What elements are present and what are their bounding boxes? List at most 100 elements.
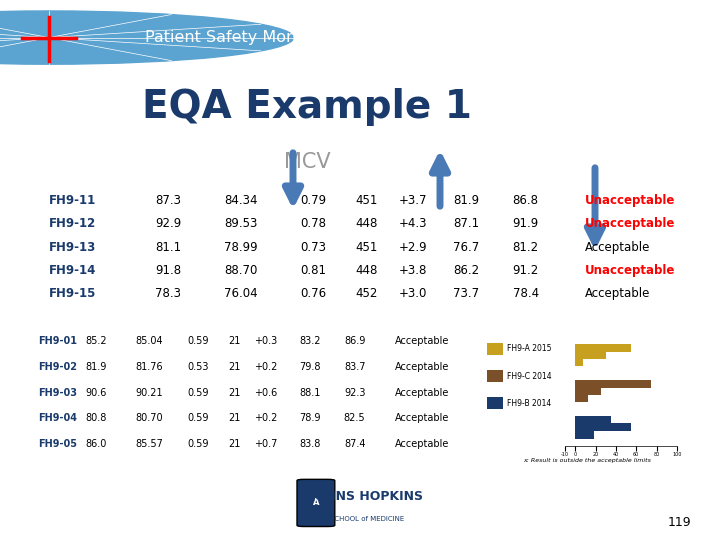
Text: Acceptable: Acceptable	[395, 336, 449, 346]
Text: 91.9: 91.9	[513, 217, 539, 230]
FancyBboxPatch shape	[297, 480, 335, 526]
Text: 81.1: 81.1	[155, 240, 181, 254]
Text: FH9-04: FH9-04	[37, 414, 77, 423]
Text: 0.79: 0.79	[300, 194, 327, 207]
Text: FH9-14: FH9-14	[49, 264, 96, 277]
Text: 119: 119	[667, 516, 691, 529]
Text: FH9-01: FH9-01	[37, 336, 77, 346]
Text: 0.59: 0.59	[188, 439, 210, 449]
Text: 92.9: 92.9	[155, 217, 181, 230]
Text: 83.8: 83.8	[300, 439, 320, 449]
Text: 90.21: 90.21	[135, 388, 163, 397]
Bar	[575, 387, 600, 395]
Bar	[487, 397, 503, 409]
Text: 79.8: 79.8	[300, 362, 321, 372]
Text: 84.34: 84.34	[224, 194, 258, 207]
Text: 452: 452	[356, 287, 378, 300]
Text: Acceptable: Acceptable	[585, 287, 651, 300]
Text: 73.7: 73.7	[453, 287, 479, 300]
Text: +4.3: +4.3	[399, 217, 427, 230]
Text: +0.2: +0.2	[253, 362, 277, 372]
Text: FH9-A 2015: FH9-A 2015	[508, 345, 552, 353]
Text: 0.53: 0.53	[188, 362, 210, 372]
Text: FH9-B 2014: FH9-B 2014	[508, 399, 552, 408]
Text: 83.7: 83.7	[344, 362, 366, 372]
Text: 448: 448	[356, 264, 378, 277]
Text: 0.59: 0.59	[188, 388, 210, 397]
Bar	[575, 343, 631, 352]
Text: PSMILE: PSMILE	[36, 70, 62, 75]
Text: Acceptable: Acceptable	[395, 362, 449, 372]
Text: FH9-C 2014: FH9-C 2014	[508, 372, 552, 381]
Bar	[487, 343, 503, 355]
Text: +0.3: +0.3	[253, 336, 277, 346]
Text: 86.9: 86.9	[344, 336, 365, 346]
Text: 91.8: 91.8	[155, 264, 181, 277]
Text: 78.3: 78.3	[155, 287, 181, 300]
Text: FH9-15: FH9-15	[49, 287, 96, 300]
Text: x: Result is outside the acceptable limits: x: Result is outside the acceptable limi…	[523, 458, 651, 463]
Text: +0.6: +0.6	[253, 388, 277, 397]
Bar	[575, 430, 593, 438]
Text: A: A	[312, 498, 320, 507]
Text: 0.59: 0.59	[188, 414, 210, 423]
Text: +3.8: +3.8	[399, 264, 427, 277]
Text: FH9-02: FH9-02	[37, 362, 77, 372]
Text: 21: 21	[228, 414, 240, 423]
Text: 92.3: 92.3	[344, 388, 366, 397]
Text: +3.7: +3.7	[399, 194, 427, 207]
Text: FH9-13: FH9-13	[49, 240, 96, 254]
Text: 86.2: 86.2	[453, 264, 479, 277]
Text: Acceptable: Acceptable	[395, 388, 449, 397]
Text: 451: 451	[356, 240, 378, 254]
Text: 88.1: 88.1	[300, 388, 320, 397]
Text: 85.57: 85.57	[135, 439, 163, 449]
Text: +2.9: +2.9	[399, 240, 427, 254]
Bar	[575, 358, 583, 366]
Text: FH9-05: FH9-05	[37, 439, 77, 449]
Text: 0.76: 0.76	[300, 287, 327, 300]
Text: 0.73: 0.73	[301, 240, 327, 254]
Text: 86.8: 86.8	[513, 194, 539, 207]
Text: Unacceptable: Unacceptable	[585, 217, 675, 230]
Text: 21: 21	[228, 439, 240, 449]
Text: 78.9: 78.9	[300, 414, 321, 423]
Text: 85.2: 85.2	[85, 336, 107, 346]
Text: MCV: MCV	[284, 152, 330, 172]
Text: 91.2: 91.2	[513, 264, 539, 277]
Text: Unacceptable: Unacceptable	[585, 264, 675, 277]
Text: SCHOOL of MEDICINE: SCHOOL of MEDICINE	[330, 516, 405, 522]
Text: 85.04: 85.04	[135, 336, 163, 346]
Text: 451: 451	[356, 194, 378, 207]
Text: 82.5: 82.5	[344, 414, 366, 423]
Bar	[575, 394, 588, 402]
Text: +3.0: +3.0	[399, 287, 427, 300]
Text: 81.9: 81.9	[453, 194, 479, 207]
Text: +0.2: +0.2	[253, 414, 277, 423]
Text: FH9-12: FH9-12	[49, 217, 96, 230]
Text: +0.7: +0.7	[253, 439, 277, 449]
Text: 78.4: 78.4	[513, 287, 539, 300]
Text: Patient Safety Monitoring in International Laboratories (SMILE): Patient Safety Monitoring in Internation…	[145, 30, 647, 45]
Text: 87.1: 87.1	[453, 217, 479, 230]
Text: 86.0: 86.0	[85, 439, 107, 449]
Text: 21: 21	[228, 336, 240, 346]
Text: Unacceptable: Unacceptable	[585, 194, 675, 207]
Text: 76.04: 76.04	[224, 287, 258, 300]
Bar	[575, 416, 611, 424]
Text: 81.76: 81.76	[135, 362, 163, 372]
Text: FH9-11: FH9-11	[49, 194, 96, 207]
Text: 78.99: 78.99	[224, 240, 258, 254]
Text: 80.70: 80.70	[135, 414, 163, 423]
Text: Acceptable: Acceptable	[585, 240, 651, 254]
Text: 21: 21	[228, 388, 240, 397]
Text: 76.7: 76.7	[453, 240, 479, 254]
Text: 89.53: 89.53	[224, 217, 258, 230]
Circle shape	[0, 11, 294, 64]
Text: Acceptable: Acceptable	[395, 439, 449, 449]
Text: FH9-03: FH9-03	[37, 388, 77, 397]
Bar	[575, 380, 652, 388]
Text: 90.6: 90.6	[85, 388, 107, 397]
Text: 21: 21	[228, 362, 240, 372]
Text: 87.4: 87.4	[344, 439, 366, 449]
